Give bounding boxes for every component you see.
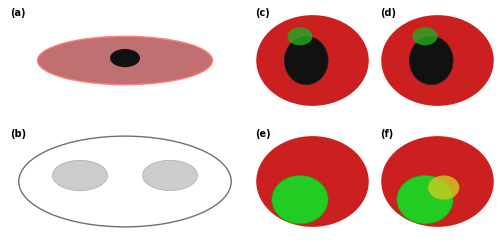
- Text: (a): (a): [10, 8, 26, 18]
- Text: (f): (f): [380, 129, 393, 139]
- Ellipse shape: [110, 49, 140, 67]
- Ellipse shape: [284, 36, 328, 85]
- Ellipse shape: [410, 36, 453, 85]
- Ellipse shape: [382, 136, 494, 227]
- Ellipse shape: [397, 175, 453, 224]
- Ellipse shape: [52, 160, 108, 191]
- Text: (c): (c): [255, 8, 270, 18]
- Ellipse shape: [38, 36, 212, 85]
- Ellipse shape: [256, 15, 369, 106]
- Ellipse shape: [142, 160, 198, 191]
- Ellipse shape: [428, 175, 460, 200]
- Ellipse shape: [382, 15, 494, 106]
- Ellipse shape: [256, 136, 369, 227]
- Ellipse shape: [288, 27, 312, 45]
- Text: (e): (e): [255, 129, 270, 139]
- Ellipse shape: [412, 27, 438, 45]
- Ellipse shape: [272, 175, 328, 224]
- Text: (d): (d): [380, 8, 396, 18]
- Text: (b): (b): [10, 129, 26, 139]
